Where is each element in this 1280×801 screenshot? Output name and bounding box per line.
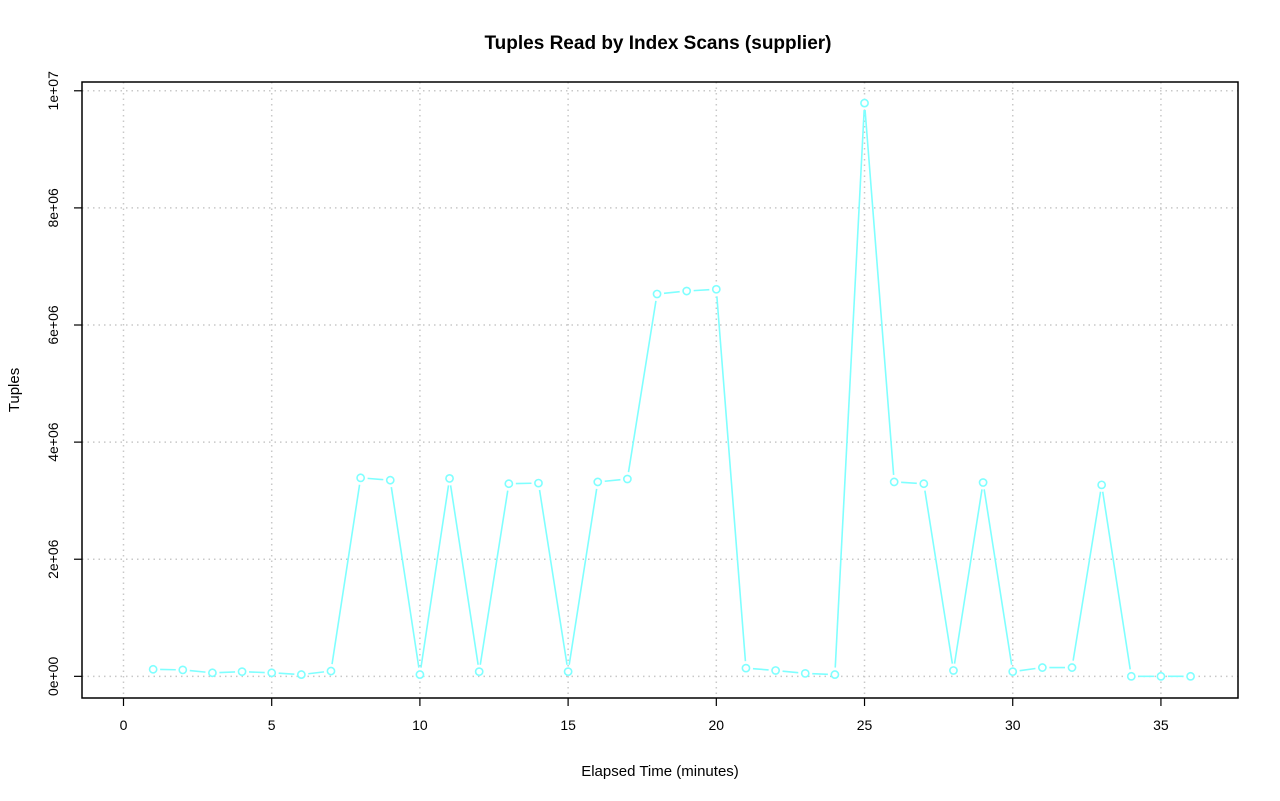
- series-line-segment: [1072, 491, 1102, 661]
- x-tick-label: 20: [709, 717, 725, 733]
- data-point: [178, 665, 188, 675]
- series-line-segment: [924, 490, 954, 664]
- series-line-segment: [716, 296, 747, 662]
- data-point: [711, 284, 721, 294]
- series-line-segment: [479, 490, 509, 665]
- x-tick-label: 15: [560, 717, 576, 733]
- data-point: [326, 666, 336, 676]
- y-tick-label: 0e+00: [45, 656, 61, 696]
- data-point: [1067, 663, 1077, 672]
- series-line-segment: [1019, 667, 1036, 672]
- series-line-segment: [834, 110, 865, 668]
- data-point: [771, 666, 780, 675]
- series-line-segment: [249, 671, 265, 674]
- x-tick-label: 0: [120, 717, 128, 733]
- data-point: [1097, 480, 1107, 490]
- data-point: [385, 475, 395, 485]
- series-line-segment: [1101, 491, 1132, 670]
- data-point: [415, 670, 425, 679]
- data-point: [682, 286, 692, 296]
- series-line-segment: [663, 290, 680, 295]
- series-line-segment: [538, 489, 568, 665]
- data-point: [237, 667, 247, 677]
- y-tick-label: 6e+06: [45, 305, 61, 345]
- series-line-segment: [812, 672, 828, 676]
- data-point: [622, 474, 632, 484]
- x-tick-label: 10: [412, 717, 428, 733]
- y-axis: 0e+00 2e+06 4e+06 6e+06 8e+06 1e+07: [45, 71, 82, 696]
- data-point: [296, 670, 306, 679]
- series-line-segment: [864, 109, 895, 476]
- y-tick-label: 1e+07: [45, 71, 61, 111]
- x-tick-label: 5: [268, 717, 276, 733]
- series-line-segment: [331, 484, 361, 665]
- data-point: [1037, 663, 1047, 672]
- series-line-segment: [752, 667, 769, 671]
- data-point: [504, 479, 514, 489]
- y-tick-label: 8e+06: [45, 188, 61, 228]
- data-point: [830, 670, 840, 679]
- series-line-segment: [568, 488, 598, 665]
- data-point: [652, 289, 662, 299]
- data-point: [1156, 671, 1166, 681]
- series-line-segment: [627, 300, 657, 473]
- data-point: [1008, 667, 1018, 677]
- y-tick-label: 4e+06: [45, 422, 61, 462]
- series-line-segment: [308, 671, 325, 675]
- series-line-segment: [189, 669, 206, 673]
- x-axis: 0 5 10 15 20 25 30 35: [120, 698, 1169, 733]
- data-series: [148, 98, 1195, 681]
- series-line-segment: [983, 489, 1013, 665]
- data-point: [356, 473, 366, 483]
- x-tick-label: 35: [1153, 717, 1169, 733]
- data-point: [208, 668, 217, 678]
- series-line-segment: [390, 486, 420, 668]
- data-point: [949, 666, 958, 675]
- series-line-segment: [367, 477, 384, 481]
- series-line-segment: [901, 481, 917, 485]
- data-point: [1186, 671, 1195, 681]
- chart-title: Tuples Read by Index Scans (supplier): [484, 33, 831, 54]
- series-line-segment: [604, 478, 621, 483]
- data-point: [978, 478, 988, 487]
- data-point: [534, 478, 543, 488]
- data-point: [919, 479, 929, 489]
- data-point: [1126, 671, 1136, 681]
- data-point: [563, 667, 573, 677]
- series-line-segment: [420, 485, 450, 668]
- grid-lines: [82, 82, 1238, 698]
- x-axis-label: Elapsed Time (minutes): [581, 763, 739, 780]
- series-line-segment: [449, 485, 479, 665]
- series-line-segment: [953, 489, 983, 664]
- y-tick-label: 2e+06: [45, 539, 61, 579]
- series-line-segment: [278, 672, 295, 675]
- series-line-segment: [782, 670, 799, 674]
- data-point: [889, 477, 899, 487]
- data-point: [474, 667, 484, 677]
- data-point: [593, 477, 603, 487]
- series-line-segment: [219, 671, 236, 674]
- plot-frame: [81, 81, 1239, 699]
- x-tick-label: 25: [857, 717, 873, 733]
- series-line-segment: [693, 288, 710, 292]
- data-point: [445, 474, 454, 483]
- data-point: [741, 663, 751, 673]
- data-point: [860, 98, 869, 108]
- data-point: [148, 664, 158, 674]
- data-point: [267, 668, 277, 678]
- y-axis-label: Tuples: [6, 368, 23, 412]
- data-point: [800, 669, 810, 678]
- x-tick-label: 30: [1005, 717, 1021, 733]
